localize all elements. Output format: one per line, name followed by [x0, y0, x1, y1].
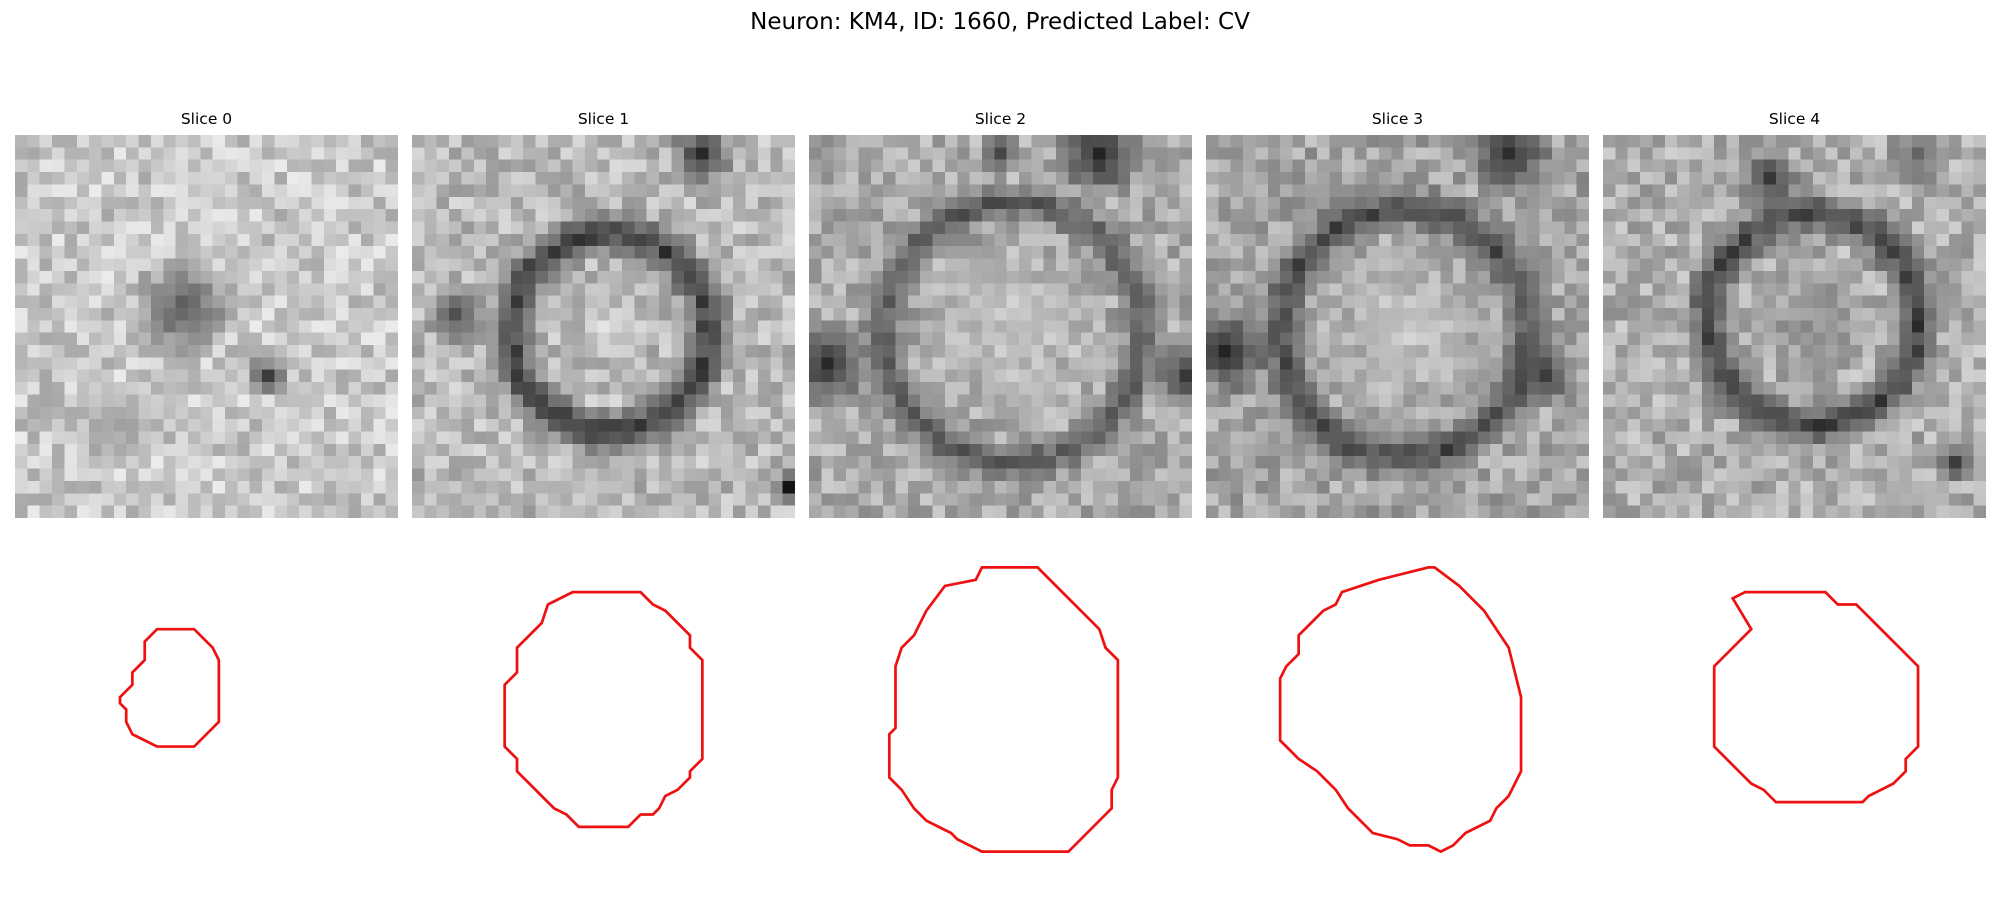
- slice-image: [1206, 135, 1589, 518]
- slice-panel-0: Slice 0: [15, 108, 398, 905]
- slice-panel-4: Slice 4: [1603, 108, 1986, 905]
- slice-panel-3: Slice 3: [1206, 108, 1589, 905]
- slice-panel-1: Slice 1: [412, 108, 795, 905]
- slice-image: [1603, 135, 1986, 518]
- slice-title: Slice 0: [180, 110, 233, 128]
- figure-title: Neuron: KM4, ID: 1660, Predicted Label: …: [750, 9, 1250, 35]
- slice-image: [809, 135, 1192, 518]
- slice-panel-2: Slice 2: [809, 108, 1192, 905]
- slice-image: [15, 135, 398, 518]
- slice-title: Slice 3: [1371, 110, 1424, 128]
- slice-image: [412, 135, 795, 518]
- slice-title: Slice 4: [1768, 110, 1821, 128]
- segmentation-contour: [503, 590, 704, 829]
- slice-title: Slice 2: [974, 110, 1027, 128]
- slice-title: Slice 1: [577, 110, 630, 128]
- segmentation-contour: [1712, 590, 1920, 804]
- segmentation-contour: [1278, 566, 1523, 854]
- segmentation-contour: [887, 566, 1120, 853]
- segmentation-contour: [118, 627, 221, 748]
